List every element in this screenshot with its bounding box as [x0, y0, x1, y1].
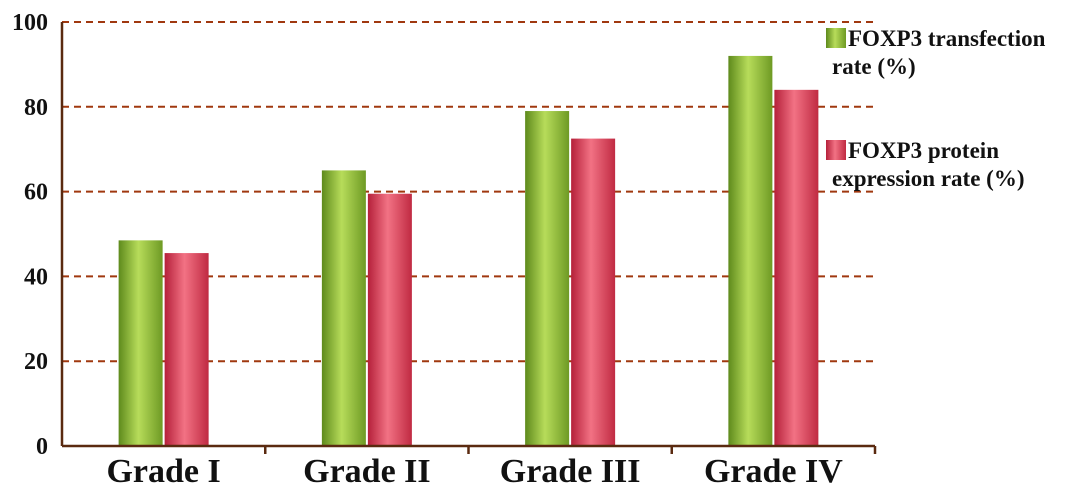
legend-swatch: [826, 28, 846, 48]
y-tick-label: 60: [24, 180, 48, 206]
bar: [118, 240, 163, 446]
labels: 0 20 40 60 80 100 Grade I Grade II Grade III Grad…: [12, 10, 843, 490]
bar: [571, 138, 616, 446]
bar: [774, 89, 819, 446]
axes: [60, 22, 877, 454]
legend-label: rate (%): [832, 54, 916, 79]
x-tick-label: Grade III: [500, 453, 641, 490]
bars: [118, 55, 819, 447]
y-tick-label: 20: [24, 349, 48, 375]
bar: [321, 170, 366, 446]
bar: [728, 55, 773, 447]
legend-label: FOXP3 protein: [848, 138, 999, 163]
y-tick-label: 80: [24, 95, 48, 121]
y-tick-label: 0: [36, 434, 48, 460]
x-tick-label: Grade I: [106, 453, 220, 490]
bar: [525, 111, 570, 446]
bar: [367, 193, 412, 446]
x-tick-label: Grade II: [303, 453, 431, 490]
legend-label: expression rate (%): [832, 166, 1024, 191]
y-tick-label: 100: [12, 10, 48, 36]
y-tick-label: 40: [24, 264, 48, 290]
legend-swatch: [826, 140, 846, 160]
x-tick-label: Grade IV: [704, 453, 843, 490]
legend: FOXP3 transfection rate (%) FOXP3 protein e…: [826, 26, 1046, 191]
bar: [164, 253, 209, 446]
legend-label: FOXP3 transfection: [848, 26, 1046, 51]
